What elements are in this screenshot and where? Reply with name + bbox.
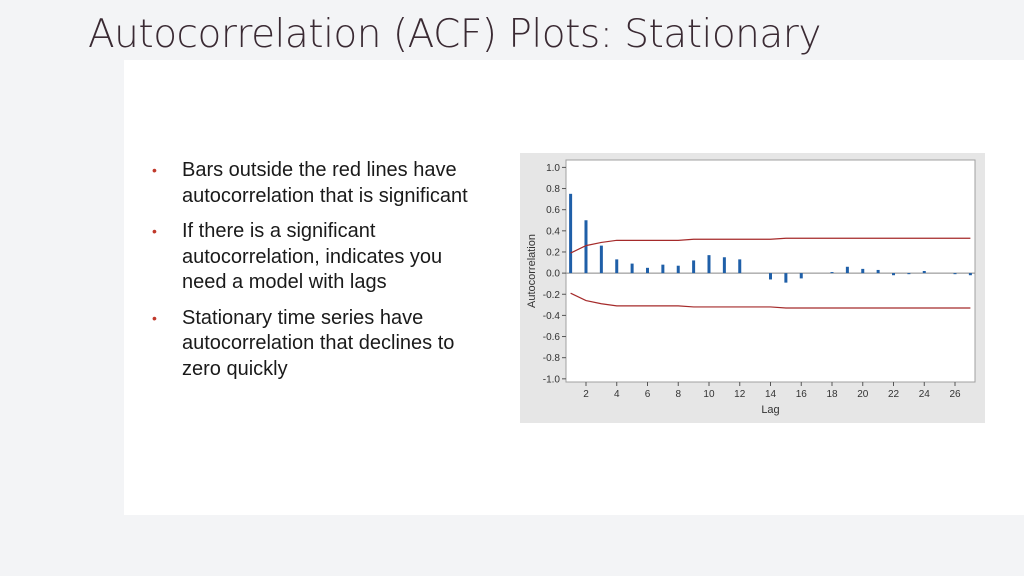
acf-chart: 1.0 0.8 0.6 0.4 0.2 0.0 -0.2 -0.4 -0.6 -0.8 -1.0 2…: [520, 153, 985, 423]
y-tick-label: 0.6: [546, 205, 560, 216]
bullet-list: • Bars outside the red lines have autocor…: [150, 158, 480, 392]
x-tick-label: 22: [888, 389, 900, 400]
acf-bar: [907, 273, 911, 275]
y-tick-label: 1.0: [546, 163, 560, 174]
acf-bar: [892, 273, 896, 276]
acf-bar: [799, 273, 803, 279]
plot-area: [565, 159, 976, 383]
bullet-item: • Stationary time series have autocorrela…: [150, 306, 480, 383]
y-axis-ticks: 1.0 0.8 0.6 0.4 0.2 0.0 -0.2 -0.4 -0.6 -0.8 -1.0: [543, 163, 566, 385]
acf-bar: [784, 273, 788, 283]
bullet-item: • If there is a significant autocorrelati…: [150, 219, 480, 296]
x-tick-label: 26: [949, 389, 961, 400]
y-tick-label: -1.0: [543, 374, 561, 385]
y-tick-label: 0.8: [546, 184, 560, 195]
x-tick-label: 10: [703, 389, 715, 400]
y-tick-label: -0.2: [543, 290, 561, 301]
x-tick-label: 6: [645, 389, 651, 400]
acf-bar: [692, 260, 696, 274]
x-tick-label: 18: [826, 389, 838, 400]
acf-bar: [876, 269, 880, 274]
x-tick-label: 24: [919, 389, 931, 400]
x-tick-label: 12: [734, 389, 746, 400]
y-tick-label: 0.2: [546, 247, 560, 258]
bullet-text: If there is a significant autocorrelatio…: [182, 220, 443, 293]
bullet-item: • Bars outside the red lines have autocor…: [150, 158, 480, 209]
significance-limits: [570, 237, 971, 309]
bullet-dot-icon: •: [152, 162, 157, 178]
acf-bar: [769, 273, 772, 280]
acf-bar: [922, 271, 926, 274]
acf-bars: [569, 193, 972, 283]
x-axis-ticks: 2 4 6 8 10 12 14 16 18 20 22 24 26: [583, 382, 961, 400]
y-tick-label: -0.8: [543, 353, 561, 364]
x-tick-label: 4: [614, 389, 620, 400]
bullet-text: Bars outside the red lines have autocorr…: [182, 159, 468, 207]
x-tick-label: 8: [675, 389, 681, 400]
acf-bar: [569, 193, 573, 274]
y-tick-label: 0.4: [546, 226, 560, 237]
lower-limit-line: [570, 292, 971, 309]
acf-bar: [630, 263, 634, 274]
acf-bar: [599, 245, 603, 274]
acf-bar: [615, 259, 619, 274]
acf-bar: [738, 259, 742, 274]
y-tick-label: -0.6: [543, 332, 561, 343]
x-axis-label: Lag: [761, 404, 779, 416]
x-tick-label: 16: [796, 389, 808, 400]
acf-bar: [584, 220, 588, 274]
acf-chart-svg: 1.0 0.8 0.6 0.4 0.2 0.0 -0.2 -0.4 -0.6 -0.8 -1.0 2…: [526, 159, 976, 416]
y-axis-label: Autocorrelation: [526, 234, 538, 308]
acf-bar: [861, 268, 865, 274]
acf-bar: [707, 255, 711, 274]
acf-bar: [676, 265, 680, 274]
acf-bar: [830, 272, 834, 274]
acf-bar: [845, 266, 849, 274]
y-tick-label: -0.4: [543, 311, 561, 322]
acf-bar: [722, 257, 726, 274]
acf-bar: [968, 273, 972, 276]
acf-bar: [953, 273, 957, 275]
bullet-text: Stationary time series have autocorrelat…: [182, 306, 455, 380]
upper-limit-line: [570, 237, 971, 254]
y-tick-label: 0.0: [546, 269, 560, 280]
x-tick-label: 14: [765, 389, 777, 400]
bullet-dot-icon: •: [152, 223, 157, 239]
acf-bar: [661, 264, 665, 274]
acf-bar: [645, 267, 649, 274]
x-tick-label: 20: [857, 389, 869, 400]
slide-title: Autocorrelation (ACF) Plots: Stationary: [88, 12, 821, 57]
x-tick-label: 2: [583, 389, 589, 400]
bullet-dot-icon: •: [152, 309, 157, 326]
